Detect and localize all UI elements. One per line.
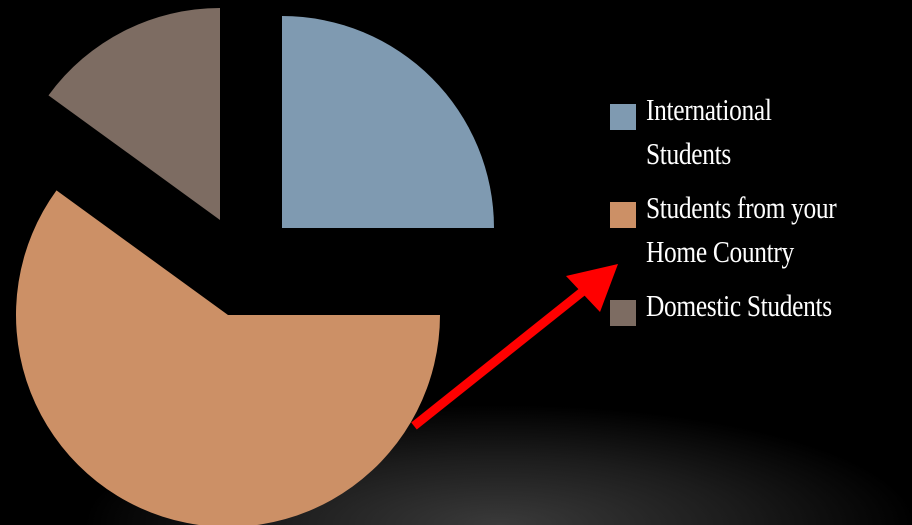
slice-domestic xyxy=(48,7,220,220)
legend-label-home-country: Students from your Home Country xyxy=(646,190,837,269)
legend-label-domestic: Domestic Students xyxy=(646,288,832,323)
slice-international xyxy=(282,16,494,228)
pie-slices xyxy=(16,7,494,525)
chart-legend: International Students Students from you… xyxy=(610,88,910,338)
slice-home-country xyxy=(16,190,440,525)
legend-swatch-domestic xyxy=(610,300,636,326)
legend-swatch-international xyxy=(610,104,636,130)
legend-swatch-home-country xyxy=(610,202,636,228)
legend-label-international: International Students xyxy=(646,92,772,171)
legend-item-international: International Students xyxy=(610,88,910,176)
legend-item-home-country: Students from your Home Country xyxy=(610,186,910,274)
annotation-arrow xyxy=(411,264,618,430)
legend-item-domestic: Domestic Students xyxy=(610,284,910,328)
